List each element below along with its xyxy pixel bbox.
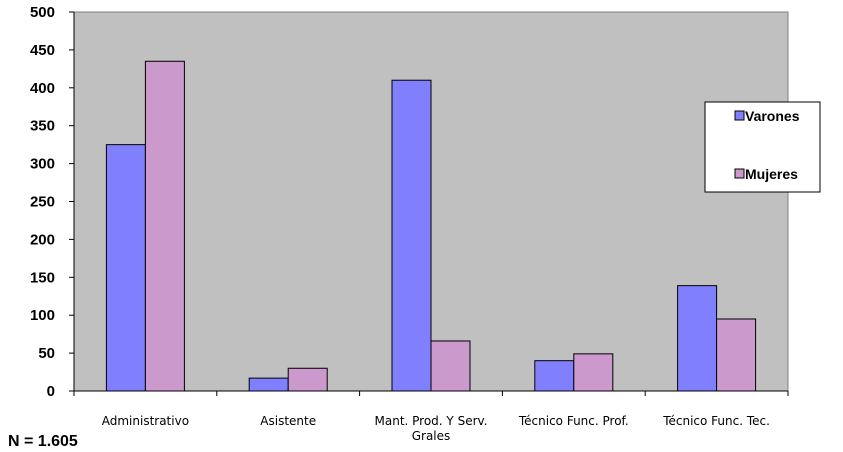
bar-mujeres-3 [573,353,614,392]
x-axis [73,391,789,396]
bar-mujeres-0 [144,60,185,392]
x-tick-label: Técnico Func. Tec. [662,414,770,428]
legend-label-varones: Varones [745,108,800,124]
legend-swatch-mujeres [734,168,745,179]
x-tick-label-line: Grales [412,429,451,443]
legend-label-mujeres: Mujeres [745,166,798,182]
bar-varones-3 [534,360,575,392]
bar-varones-1 [248,377,289,392]
bar-mujeres-4 [716,318,757,392]
bar-mujeres-2 [430,340,471,392]
legend-swatch-varones [734,110,745,121]
y-tick-label: 100 [30,307,55,324]
x-tick-label-line: Técnico Func. Prof. [518,414,629,428]
y-tick-label: 50 [38,345,55,362]
y-tick-label: 450 [30,42,55,59]
legend: Varones Mujeres [704,101,821,193]
y-tick-label: 150 [30,269,55,286]
y-tick-label: 400 [30,80,55,97]
bar-varones-4 [677,285,718,392]
x-tick-label-line: Mant. Prod. Y Serv. [375,414,488,428]
y-tick-label: 250 [30,194,55,211]
bar-varones-2 [391,79,432,392]
y-tick-label: 500 [30,4,55,21]
legend-box [704,101,821,193]
x-tick-label-line: Asistente [260,414,316,428]
x-tick-label: Asistente [260,414,316,428]
bar-mujeres-1 [287,367,328,392]
x-tick-label-line: Técnico Func. Tec. [662,414,770,428]
x-tick-label-line: Administrativo [102,414,189,428]
sample-size-note: N = 1.605 [8,433,78,450]
x-tick-label: Mant. Prod. Y Serv. Grales [375,414,488,443]
x-tick-label: Administrativo [102,414,189,428]
category-labels: Administrativo Asistente Mant. Prod. Y Ser… [102,414,770,443]
bar-varones-0 [105,144,146,392]
y-tick-label: 0 [47,383,55,400]
y-axis: 0 50 100 150 200 250 300 350 400 450 500 [30,4,74,400]
y-tick-label: 200 [30,231,55,248]
y-tick-label: 300 [30,156,55,173]
bars [105,60,757,392]
x-tick-label: Técnico Func. Prof. [518,414,629,428]
y-tick-label: 350 [30,118,55,135]
